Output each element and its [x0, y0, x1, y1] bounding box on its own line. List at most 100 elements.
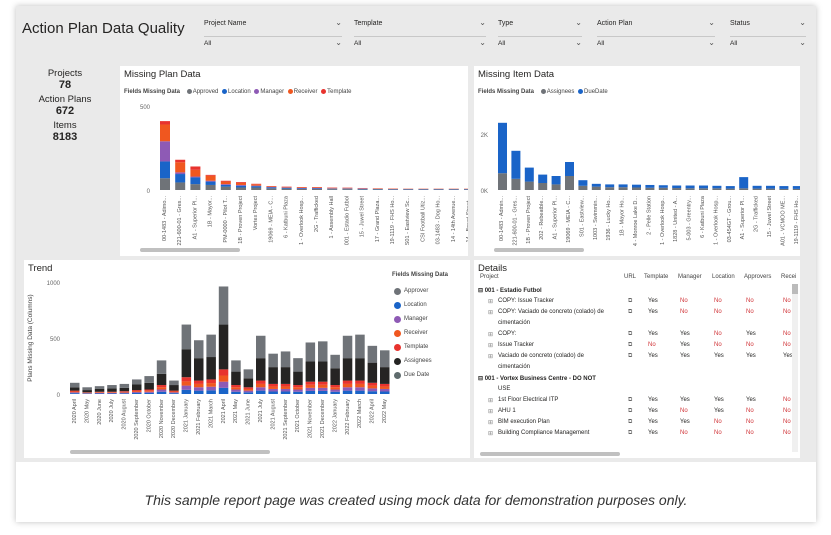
table-row[interactable]: cimentación [476, 319, 796, 330]
table-row[interactable]: Vaciado de concreto (colado) de ⊞ ⧉ Yes Yes Y… [476, 352, 796, 363]
table-row[interactable]: COPY: Vaciado de concreto (colado) de ⊞ ⧉ Y… [476, 308, 796, 319]
legend-item[interactable]: Manager [392, 312, 448, 326]
slicer-label: Status [730, 20, 750, 27]
table-row[interactable]: Issue Tracker ⊞ ⧉ No Yes No No No [476, 341, 796, 352]
table-row[interactable]: Building Compliance Management ⊞ ⧉ Yes No No N… [476, 429, 796, 440]
bar-segment [132, 390, 142, 392]
expand-icon[interactable]: ⊞ [488, 332, 494, 338]
table-group-row[interactable]: ⊟ 001 - Estadio Futbol [476, 286, 796, 297]
legend-item[interactable]: Approved [192, 89, 219, 96]
value-cell: No [746, 342, 754, 348]
value-cell: No [783, 419, 791, 425]
bar-segment [355, 380, 365, 384]
bar-segment [658, 185, 668, 188]
details-panel[interactable]: Details Project URL Template Manager Loc… [474, 260, 800, 458]
link-icon[interactable]: ⧉ [628, 397, 633, 403]
legend-item[interactable]: Manager [260, 89, 285, 96]
trend-panel[interactable]: Trend Plans Missing Data (Columns) 1000 50… [24, 260, 470, 458]
horizontal-scrollbar[interactable] [140, 248, 240, 252]
legend-item[interactable]: Location [228, 89, 251, 96]
slicer-status[interactable]: Status ⌄ All ⌄ [730, 18, 806, 50]
chevron-down-icon[interactable]: ⌄ [575, 18, 582, 27]
link-icon[interactable]: ⧉ [628, 309, 633, 315]
column-header[interactable]: Location [712, 274, 735, 280]
table-row[interactable]: BIM execution Plan ⊞ ⧉ Yes Yes No No No [476, 418, 796, 429]
bar-segment [231, 385, 241, 388]
chevron-down-icon[interactable]: ⌄ [708, 18, 715, 27]
legend-item[interactable]: Approver [392, 284, 448, 298]
legend-item[interactable]: DueDate [584, 89, 608, 96]
chevron-down-icon[interactable]: ⌄ [799, 18, 806, 27]
legend-item[interactable]: Template [327, 89, 352, 96]
legend-item[interactable]: Due Date [392, 368, 448, 382]
expand-icon[interactable]: ⊞ [488, 343, 494, 349]
link-icon[interactable]: ⧉ [628, 342, 633, 348]
column-header[interactable]: Approvers [744, 274, 772, 280]
column-header[interactable]: URL [624, 274, 637, 280]
slicer-project-name[interactable]: Project Name ⌄ All ⌄ [204, 18, 342, 50]
link-icon[interactable]: ⧉ [628, 408, 633, 414]
chevron-down-icon[interactable]: ⌄ [479, 38, 486, 47]
link-icon[interactable]: ⧉ [628, 298, 633, 304]
column-header[interactable]: Manager [678, 274, 702, 280]
column-header[interactable]: Template [644, 274, 669, 280]
horizontal-scrollbar[interactable] [480, 452, 620, 456]
link-icon[interactable]: ⧉ [628, 331, 633, 337]
chevron-down-icon[interactable]: ⌄ [799, 38, 806, 47]
table-row[interactable]: COPY: ⊞ ⧉ Yes Yes No Yes No [476, 330, 796, 341]
legend-item[interactable]: Receiver [293, 89, 318, 96]
legend-item[interactable]: Receiver [392, 326, 448, 340]
table-row[interactable]: 1st Floor Electrical ITP ⊞ ⧉ Yes Yes Yes Yes No [476, 396, 796, 407]
vertical-scrollbar[interactable] [792, 284, 798, 452]
bar-segment [243, 378, 254, 388]
chevron-down-icon[interactable]: ⌄ [479, 18, 486, 27]
missing-item-panel[interactable]: Missing Item Data Fields Missing Data As… [474, 66, 800, 256]
value-cell: No [714, 309, 722, 315]
column-header[interactable]: Project [480, 274, 499, 280]
chevron-down-icon[interactable]: ⌄ [575, 38, 582, 47]
link-icon[interactable]: ⧉ [628, 419, 633, 425]
horizontal-scrollbar[interactable] [494, 248, 584, 252]
x-tick-label: 1936 - Lucky Ho... [606, 196, 612, 241]
expand-icon[interactable]: ⊞ [488, 420, 494, 426]
column-header[interactable]: Recei [781, 274, 797, 280]
slicer-action-plan[interactable]: Action Plan ⌄ All ⌄ [597, 18, 715, 50]
bar-segment [330, 368, 340, 386]
chevron-down-icon[interactable]: ⌄ [335, 38, 342, 47]
legend-item[interactable]: Template [392, 340, 448, 354]
value-cell: Yes [648, 298, 658, 304]
horizontal-scrollbar[interactable] [70, 450, 270, 454]
expand-icon[interactable]: ⊞ [488, 431, 494, 437]
table-row[interactable]: COPY: Issue Tracker ⊞ ⧉ Yes No No No No [476, 297, 796, 308]
bar-segment [107, 392, 117, 393]
table-row[interactable]: AHU 1 ⊞ ⧉ Yes No Yes No No [476, 407, 796, 418]
bar-segment [367, 382, 378, 386]
expand-icon[interactable]: ⊞ [488, 409, 494, 415]
expand-icon[interactable]: ⊞ [488, 354, 494, 360]
link-icon[interactable]: ⧉ [628, 353, 633, 359]
slicer-template[interactable]: Template ⌄ All ⌄ [354, 18, 486, 50]
table-row[interactable]: cimentación [476, 363, 796, 374]
x-tick-label: 03-454GT - Grou... [727, 196, 733, 243]
chevron-down-icon[interactable]: ⌄ [335, 18, 342, 27]
trend-chart[interactable]: Plans Missing Data (Columns) 1000 500 0 2020… [24, 268, 390, 458]
link-icon[interactable]: ⧉ [628, 430, 633, 436]
legend-item[interactable]: Assignees [392, 354, 448, 368]
expand-icon[interactable]: ⊞ [488, 310, 494, 316]
bar-segment [220, 186, 231, 190]
legend-item[interactable]: Location [392, 298, 448, 312]
table-group-row[interactable]: ⊟ 001 - Vortex Business Centre - DO NOT [476, 374, 796, 385]
missing-plan-chart[interactable]: 500 0 00-1483 - Adimo... 221-600-01 - Gres.… [120, 96, 468, 256]
legend-item[interactable]: Assignees [546, 89, 575, 96]
slicer-type[interactable]: Type ⌄ All ⌄ [498, 18, 582, 50]
x-tick-label: 14 - Broad Street... [466, 196, 468, 243]
chevron-down-icon[interactable]: ⌄ [708, 38, 715, 47]
bar-segment [160, 141, 170, 162]
bar-segment [119, 392, 130, 394]
table-row[interactable]: USE [476, 385, 796, 396]
expand-icon[interactable]: ⊞ [488, 398, 494, 404]
bar-segment [296, 188, 307, 189]
missing-item-chart[interactable]: 2K 0K 00-1483 - Admin... 221-600-01 - Gres.… [474, 96, 800, 256]
expand-icon[interactable]: ⊞ [488, 299, 494, 305]
missing-plan-panel[interactable]: Missing Plan Data Fields Missing Data Ap… [120, 66, 468, 256]
